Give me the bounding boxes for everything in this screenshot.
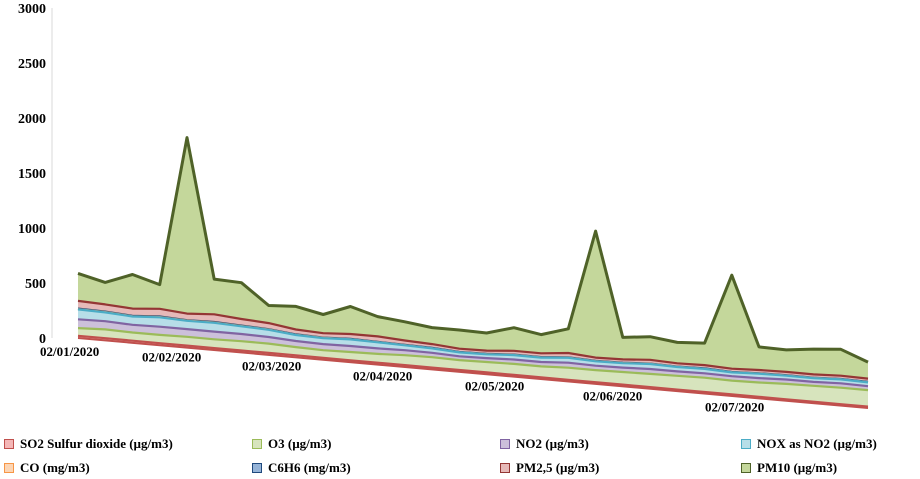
legend-label: C6H6 (mg/m3) <box>268 460 351 475</box>
series-line <box>77 327 869 392</box>
legend-label: NOX as NO2 (µg/m3) <box>757 436 877 451</box>
series-line <box>77 299 869 380</box>
y-tick-label: 1500 <box>18 167 46 182</box>
y-tick-label: 500 <box>25 277 46 292</box>
stacked-area-chart: 0 500 1000 1500 2000 2500 3000 02/01/2020 02/02… <box>18 2 869 415</box>
legend-item: NOX as NO2 (µg/m3) <box>741 436 877 452</box>
x-tick-label: 02/07/2020 <box>705 400 764 415</box>
legend-label: O3 (µg/m3) <box>268 436 332 451</box>
legend-swatch <box>252 463 262 473</box>
legend-swatch <box>4 439 14 449</box>
legend-swatch <box>500 439 510 449</box>
legend-item: PM10 (µg/m3) <box>741 460 837 476</box>
plot-area <box>77 136 869 408</box>
series-line <box>77 334 869 408</box>
area-series <box>78 319 868 391</box>
legend-swatch <box>500 463 510 473</box>
area-series <box>78 137 868 379</box>
x-axis-line <box>77 337 869 409</box>
legend-swatch <box>4 463 14 473</box>
legend-item: PM2,5 (µg/m3) <box>500 460 599 476</box>
legend-item: CO (mg/m3) <box>4 460 90 476</box>
x-axis: 02/01/2020 02/02/2020 02/03/2020 02/04/2020… <box>40 337 869 415</box>
legend-item: SO2 Sulfur dioxide (µg/m3) <box>4 436 173 452</box>
x-tick-label: 02/05/2020 <box>465 378 524 393</box>
legend-swatch <box>741 463 751 473</box>
y-tick-label: 2500 <box>18 57 46 72</box>
series-line <box>77 136 869 364</box>
legend-label: CO (mg/m3) <box>20 460 90 475</box>
legend-label: NO2 (µg/m3) <box>516 436 589 451</box>
legend-label: SO2 Sulfur dioxide (µg/m3) <box>20 436 173 451</box>
y-tick-label: 1000 <box>18 222 46 237</box>
y-axis: 0 500 1000 1500 2000 2500 3000 <box>18 2 53 347</box>
x-tick-label: 02/03/2020 <box>242 359 301 374</box>
y-tick-label: 3000 <box>18 2 46 17</box>
legend-item: NO2 (µg/m3) <box>500 436 589 452</box>
y-tick-label: 2000 <box>18 112 46 127</box>
y-tick-label: 0 <box>39 332 46 347</box>
legend-item: O3 (µg/m3) <box>252 436 331 452</box>
series-line <box>77 318 869 388</box>
legend: SO2 Sulfur dioxide (µg/m3) O3 (µg/m3) NO2 … <box>0 432 920 479</box>
x-tick-label: 02/06/2020 <box>583 389 642 404</box>
legend-item: C6H6 (mg/m3) <box>252 460 351 476</box>
x-tick-label: 02/04/2020 <box>353 368 412 383</box>
legend-label: PM10 (µg/m3) <box>757 460 838 475</box>
x-tick-label: 02/01/2020 <box>40 344 99 359</box>
area-series <box>78 328 868 407</box>
x-tick-label: 02/02/2020 <box>142 350 201 365</box>
legend-swatch <box>252 439 262 449</box>
legend-label: PM2,5 (µg/m3) <box>516 460 600 475</box>
legend-swatch <box>741 439 751 449</box>
series-line <box>77 308 869 384</box>
